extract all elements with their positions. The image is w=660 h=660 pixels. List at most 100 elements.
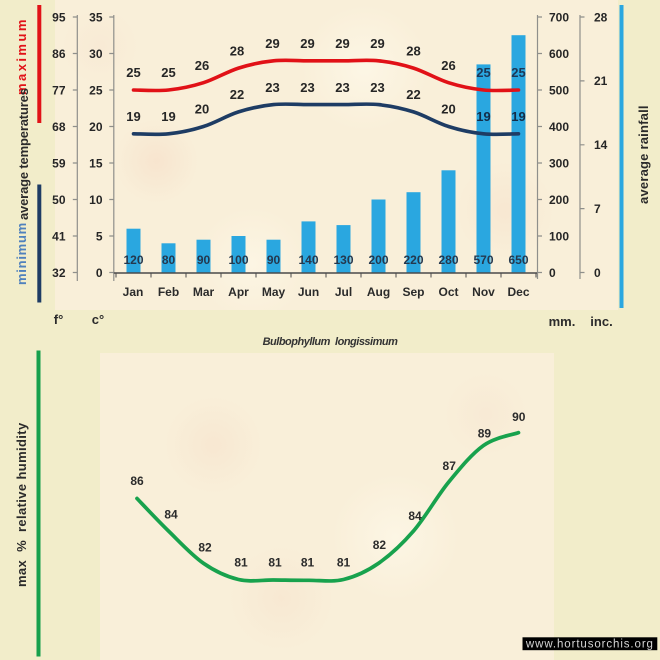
svg-text:0: 0: [549, 266, 556, 280]
svg-text:Bulbophyllum longissimum: Bulbophyllum longissimum: [263, 336, 399, 348]
svg-text:30: 30: [89, 47, 103, 61]
svg-text:Jun: Jun: [298, 285, 319, 299]
svg-text:19: 19: [511, 109, 525, 124]
svg-text:500: 500: [549, 83, 569, 97]
svg-text:Dec: Dec: [507, 285, 529, 299]
svg-text:82: 82: [373, 538, 387, 552]
svg-text:86: 86: [52, 47, 66, 61]
svg-text:59: 59: [52, 156, 66, 170]
svg-text:300: 300: [549, 156, 569, 170]
svg-text:200: 200: [368, 253, 388, 267]
svg-text:95: 95: [52, 10, 66, 24]
svg-text:Oct: Oct: [438, 285, 458, 299]
svg-text:Jul: Jul: [335, 285, 352, 299]
svg-text:25: 25: [126, 65, 140, 80]
svg-text:20: 20: [89, 120, 103, 134]
svg-text:Jan: Jan: [123, 285, 144, 299]
svg-text:25: 25: [161, 65, 175, 80]
svg-text:0: 0: [594, 266, 601, 280]
svg-text:570: 570: [473, 253, 493, 267]
svg-text:26: 26: [441, 58, 455, 73]
svg-text:140: 140: [298, 253, 318, 267]
svg-text:650: 650: [508, 253, 528, 267]
svg-text:400: 400: [549, 120, 569, 134]
svg-text:Sep: Sep: [402, 285, 424, 299]
svg-text:23: 23: [335, 80, 349, 95]
svg-text:28: 28: [230, 43, 244, 58]
svg-text:www.hortusorchis.org: www.hortusorchis.org: [525, 639, 654, 651]
svg-text:25: 25: [511, 65, 525, 80]
svg-text:220: 220: [403, 253, 423, 267]
svg-text:200: 200: [549, 193, 569, 207]
svg-text:Apr: Apr: [228, 285, 249, 299]
svg-text:average temperatures: average temperatures: [16, 88, 31, 220]
svg-text:May: May: [262, 285, 286, 299]
svg-text:35: 35: [89, 10, 103, 24]
svg-text:average rainfall: average rainfall: [636, 105, 651, 204]
svg-text:21: 21: [594, 74, 608, 88]
svg-text:19: 19: [126, 109, 140, 124]
svg-text:87: 87: [443, 459, 457, 473]
svg-text:280: 280: [438, 253, 458, 267]
svg-text:19: 19: [161, 109, 175, 124]
svg-text:f°: f°: [54, 312, 64, 327]
svg-text:130: 130: [333, 253, 353, 267]
svg-text:25: 25: [476, 65, 490, 80]
svg-text:84: 84: [164, 507, 178, 521]
svg-text:20: 20: [441, 102, 455, 117]
svg-text:c°: c°: [92, 312, 104, 327]
svg-text:120: 120: [123, 253, 143, 267]
svg-text:5: 5: [96, 229, 103, 243]
svg-text:86: 86: [130, 474, 144, 488]
svg-text:29: 29: [335, 36, 349, 51]
svg-text:10: 10: [89, 193, 103, 207]
svg-text:19: 19: [476, 109, 490, 124]
svg-text:28: 28: [406, 43, 420, 58]
svg-text:29: 29: [300, 36, 314, 51]
svg-text:28: 28: [594, 10, 608, 24]
svg-text:23: 23: [370, 80, 384, 95]
svg-text:82: 82: [198, 540, 212, 554]
svg-text:100: 100: [228, 253, 248, 267]
svg-text:15: 15: [89, 156, 103, 170]
svg-text:32: 32: [52, 266, 66, 280]
svg-text:89: 89: [478, 427, 492, 441]
svg-text:81: 81: [268, 555, 282, 569]
svg-text:29: 29: [265, 36, 279, 51]
svg-text:41: 41: [52, 229, 66, 243]
svg-text:Mar: Mar: [193, 285, 215, 299]
svg-text:inc.: inc.: [590, 314, 612, 329]
svg-text:700: 700: [549, 10, 569, 24]
svg-text:Nov: Nov: [472, 285, 495, 299]
svg-text:Feb: Feb: [158, 285, 179, 299]
svg-text:23: 23: [265, 80, 279, 95]
svg-text:mm.: mm.: [549, 314, 576, 329]
svg-text:90: 90: [197, 253, 211, 267]
svg-text:80: 80: [162, 253, 176, 267]
svg-text:90: 90: [267, 253, 281, 267]
svg-text:minimum: minimum: [14, 222, 29, 285]
svg-text:84: 84: [408, 509, 422, 523]
svg-text:20: 20: [195, 102, 209, 117]
svg-text:7: 7: [594, 202, 601, 216]
svg-text:25: 25: [89, 83, 103, 97]
svg-text:22: 22: [406, 87, 420, 102]
svg-text:90: 90: [512, 410, 526, 424]
svg-text:81: 81: [301, 555, 315, 569]
svg-text:0: 0: [96, 266, 103, 280]
svg-text:29: 29: [370, 36, 384, 51]
svg-text:26: 26: [195, 58, 209, 73]
svg-text:max % relative humidity: max % relative humidity: [14, 422, 29, 587]
svg-text:Aug: Aug: [367, 285, 390, 299]
svg-text:68: 68: [52, 120, 66, 134]
svg-text:81: 81: [234, 555, 248, 569]
svg-text:23: 23: [300, 80, 314, 95]
svg-text:100: 100: [549, 229, 569, 243]
svg-text:14: 14: [594, 138, 608, 152]
svg-text:81: 81: [337, 555, 351, 569]
svg-text:22: 22: [230, 87, 244, 102]
svg-text:50: 50: [52, 193, 66, 207]
svg-text:600: 600: [549, 47, 569, 61]
svg-text:77: 77: [52, 83, 66, 97]
svg-text:maximum: maximum: [14, 17, 29, 95]
